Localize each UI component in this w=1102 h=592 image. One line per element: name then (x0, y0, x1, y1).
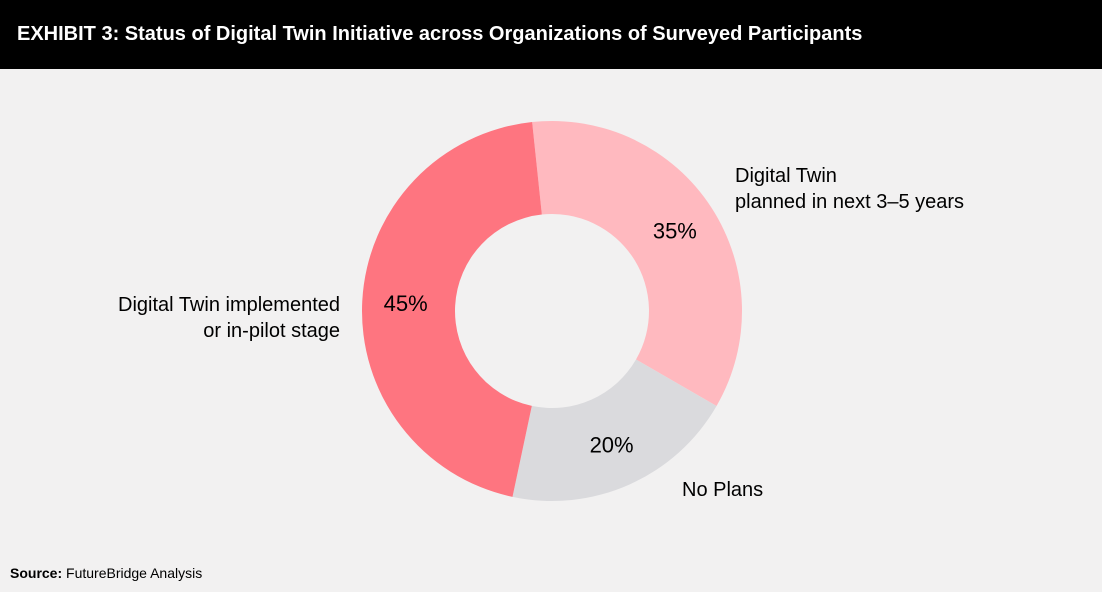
slice-value-label: 20% (590, 432, 634, 457)
slice-planned (532, 120, 742, 406)
slice-label-implemented: Digital Twin implemented or in-pilot sta… (118, 294, 340, 342)
source-note: Source: FutureBridge Analysis (10, 565, 202, 581)
slice-label-planned: Digital Twin planned in next 3–5 years (735, 165, 965, 213)
slice-value-label: 35% (653, 219, 697, 244)
slice-value-label: 45% (384, 291, 428, 316)
source-text: FutureBridge Analysis (66, 565, 203, 581)
slice-implemented (361, 122, 542, 497)
slice-no-plans (512, 359, 717, 501)
source-label: Source: (10, 565, 63, 581)
chart-title: EXHIBIT 3: Status of Digital Twin Initia… (0, 0, 1102, 69)
slice-label-no-plans: No Plans (682, 479, 764, 501)
